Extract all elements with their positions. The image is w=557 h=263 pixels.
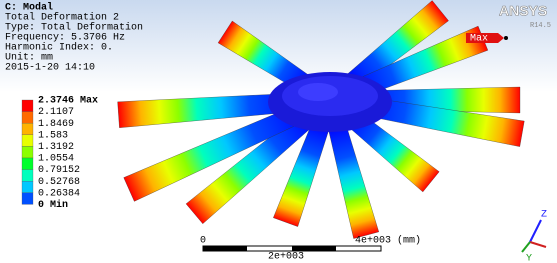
legend-min: Min: [50, 199, 68, 211]
info-line: 2015-1-20 14:10: [5, 63, 95, 74]
legend-swatch: [22, 135, 33, 147]
triad-z: Z: [541, 210, 547, 221]
legend-swatch: [22, 123, 33, 135]
scale-middle: 2e+003: [268, 252, 304, 263]
release: R14.5: [530, 22, 551, 30]
scale-start: 0: [200, 236, 206, 247]
legend-value: 1.0554: [38, 154, 74, 165]
legend-value: 1.8469: [38, 119, 74, 130]
legend-swatch: [22, 193, 33, 205]
legend-swatch: [22, 112, 33, 124]
legend-value: 1.3192: [38, 142, 74, 153]
legend-value: 2.3746: [38, 96, 74, 107]
scale-end: 4e+003 (mm): [355, 235, 421, 247]
legend-value: 0.26384: [38, 188, 80, 199]
legend-value: 0: [38, 200, 44, 211]
legend-value: 0.52768: [38, 177, 80, 188]
legend-swatch: [22, 100, 33, 112]
legend-swatch: [22, 181, 33, 193]
legend-swatch: [22, 158, 33, 170]
legend-max: Max: [80, 96, 98, 107]
legend-swatch: [22, 146, 33, 158]
legend-swatch: [22, 170, 33, 182]
legend-value: 0.79152: [38, 165, 80, 176]
hub: [268, 72, 392, 132]
probe-label: Max: [470, 34, 488, 45]
legend-value: 1.583: [38, 130, 68, 141]
viewport: C: Modal Total Deformation 2Type: Total …: [0, 0, 557, 263]
logo: ANSYS: [499, 3, 547, 19]
triad-y: Y: [526, 254, 532, 263]
scale-bar: [203, 246, 381, 251]
legend-value: 2.1107: [38, 107, 74, 118]
probe-point: [504, 36, 508, 40]
